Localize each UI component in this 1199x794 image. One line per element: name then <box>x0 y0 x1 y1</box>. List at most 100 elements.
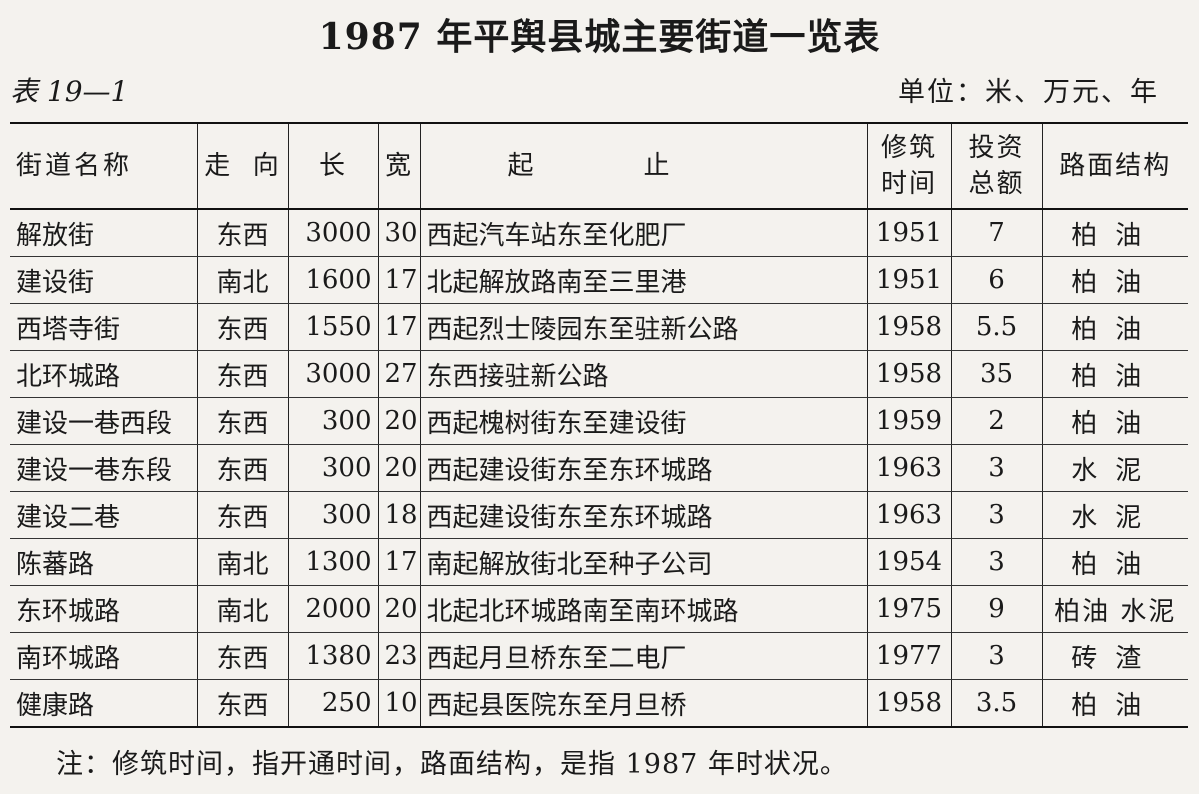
cell-width: 20 <box>378 397 421 445</box>
cell-investment: 3 <box>951 632 1043 680</box>
cell-investment: 3 <box>951 538 1043 586</box>
cell-length: 3000 <box>288 209 379 257</box>
cell-direction: 东西 <box>197 632 289 680</box>
cell-width: 23 <box>378 632 421 680</box>
cell-build-year: 1958 <box>867 679 952 728</box>
cell-route: 东西接驻新公路 <box>420 350 868 398</box>
cell-length: 1600 <box>288 256 379 304</box>
cell-investment: 7 <box>951 209 1043 257</box>
cell-build-year: 1975 <box>867 585 952 633</box>
cell-length: 1380 <box>288 632 379 680</box>
cell-route: 西起建设街东至东环城路 <box>420 444 868 492</box>
cell-street-name: 解放街 <box>10 209 198 257</box>
cell-width: 20 <box>378 585 421 633</box>
cell-length: 1550 <box>288 303 379 351</box>
cell-length: 300 <box>288 444 379 492</box>
cell-width: 17 <box>378 303 421 351</box>
cell-street-name: 建设一巷西段 <box>10 397 198 445</box>
cell-build-year: 1977 <box>867 632 952 680</box>
header-build-year-line1: 修筑 <box>880 133 937 163</box>
cell-investment: 35 <box>951 350 1043 398</box>
cell-direction: 东西 <box>197 209 289 257</box>
table-row: 解放街 东西 3000 30 西起汽车站东至化肥厂 1951 7 柏油 <box>10 209 1188 257</box>
cell-route: 西起汽车站东至化肥厂 <box>420 209 868 257</box>
cell-build-year: 1951 <box>867 209 952 257</box>
header-direction: 走 向 <box>197 123 289 210</box>
table-row: 陈蕃路 南北 1300 17 南起解放街北至种子公司 1954 3 柏油 <box>10 538 1188 586</box>
cell-surface: 柏油 <box>1042 538 1188 586</box>
footnote: 注：修筑时间，指开通时间，路面结构，是指 1987 年时状况。 <box>56 749 848 780</box>
cell-direction: 东西 <box>197 303 289 351</box>
cell-direction: 东西 <box>197 444 289 492</box>
cell-route: 西起县医院东至月旦桥 <box>420 679 868 728</box>
cell-route: 西起槐树街东至建设街 <box>420 397 868 445</box>
cell-surface: 柏油 <box>1042 256 1188 304</box>
cell-surface: 柏油 <box>1042 679 1188 728</box>
table-row: 南环城路 东西 1380 23 西起月旦桥东至二电厂 1977 3 砖渣 <box>10 632 1188 680</box>
cell-width: 27 <box>378 350 421 398</box>
cell-street-name: 建设一巷东段 <box>10 444 198 492</box>
unit-label: 单位：米、万元、年 <box>898 77 1159 108</box>
header-investment-line1: 投资 <box>968 133 1025 163</box>
header-width: 宽 <box>378 123 421 210</box>
header-investment: 投资 总额 <box>951 123 1043 210</box>
cell-street-name: 建设二巷 <box>10 491 198 539</box>
table-row: 建设二巷 东西 300 18 西起建设街东至东环城路 1963 3 水泥 <box>10 491 1188 539</box>
cell-width: 18 <box>378 491 421 539</box>
cell-surface: 砖渣 <box>1042 632 1188 680</box>
cell-length: 250 <box>288 679 379 728</box>
cell-street-name: 健康路 <box>10 679 198 728</box>
cell-route: 北起北环城路南至南环城路 <box>420 585 868 633</box>
cell-route: 西起建设街东至东环城路 <box>420 491 868 539</box>
cell-surface: 柏油 <box>1042 303 1188 351</box>
table-row: 西塔寺街 东西 1550 17 西起烈士陵园东至驻新公路 1958 5.5 柏油 <box>10 303 1188 351</box>
cell-investment: 3 <box>951 444 1043 492</box>
header-build-year-line2: 时间 <box>880 169 937 199</box>
cell-street-name: 南环城路 <box>10 632 198 680</box>
header-surface: 路面结构 <box>1042 123 1188 210</box>
cell-street-name: 北环城路 <box>10 350 198 398</box>
cell-investment: 3.5 <box>951 679 1043 728</box>
header-build-year: 修筑 时间 <box>867 123 952 210</box>
table-row: 建设一巷东段 东西 300 20 西起建设街东至东环城路 1963 3 水泥 <box>10 444 1188 492</box>
streets-table: 街道名称 走 向 长 宽 起止 修筑 时间 投资 总额 路面结构 解放街 东西 … <box>10 122 1188 728</box>
cell-direction: 东西 <box>197 679 289 728</box>
cell-surface: 柏油 水泥 <box>1042 585 1188 633</box>
table-row: 建设街 南北 1600 17 北起解放路南至三里港 1951 6 柏油 <box>10 256 1188 304</box>
header-route: 起止 <box>420 123 868 210</box>
table-number: 表 19—1 <box>10 75 129 108</box>
cell-build-year: 1958 <box>867 350 952 398</box>
cell-build-year: 1963 <box>867 491 952 539</box>
cell-route: 西起烈士陵园东至驻新公路 <box>420 303 868 351</box>
cell-street-name: 陈蕃路 <box>10 538 198 586</box>
cell-investment: 2 <box>951 397 1043 445</box>
cell-street-name: 建设街 <box>10 256 198 304</box>
cell-street-name: 西塔寺街 <box>10 303 198 351</box>
cell-route: 南起解放街北至种子公司 <box>420 538 868 586</box>
cell-width: 17 <box>378 256 421 304</box>
cell-route: 北起解放路南至三里港 <box>420 256 868 304</box>
table-row: 东环城路 南北 2000 20 北起北环城路南至南环城路 1975 9 柏油 水… <box>10 585 1188 633</box>
cell-width: 17 <box>378 538 421 586</box>
cell-investment: 5.5 <box>951 303 1043 351</box>
cell-surface: 柏油 <box>1042 209 1188 257</box>
table-header-row: 街道名称 走 向 长 宽 起止 修筑 时间 投资 总额 路面结构 <box>10 123 1188 210</box>
table-row: 健康路 东西 250 10 西起县医院东至月旦桥 1958 3.5 柏油 <box>10 679 1188 728</box>
cell-length: 2000 <box>288 585 379 633</box>
cell-direction: 南北 <box>197 538 289 586</box>
cell-width: 20 <box>378 444 421 492</box>
cell-build-year: 1954 <box>867 538 952 586</box>
cell-surface: 水泥 <box>1042 491 1188 539</box>
cell-build-year: 1951 <box>867 256 952 304</box>
cell-length: 300 <box>288 491 379 539</box>
cell-investment: 9 <box>951 585 1043 633</box>
cell-direction: 东西 <box>197 491 289 539</box>
cell-surface: 水泥 <box>1042 444 1188 492</box>
cell-direction: 南北 <box>197 256 289 304</box>
cell-width: 30 <box>378 209 421 257</box>
cell-build-year: 1958 <box>867 303 952 351</box>
cell-investment: 6 <box>951 256 1043 304</box>
cell-build-year: 1963 <box>867 444 952 492</box>
page-title: 1987 年平舆县城主要街道一览表 <box>318 16 881 58</box>
cell-length: 1300 <box>288 538 379 586</box>
